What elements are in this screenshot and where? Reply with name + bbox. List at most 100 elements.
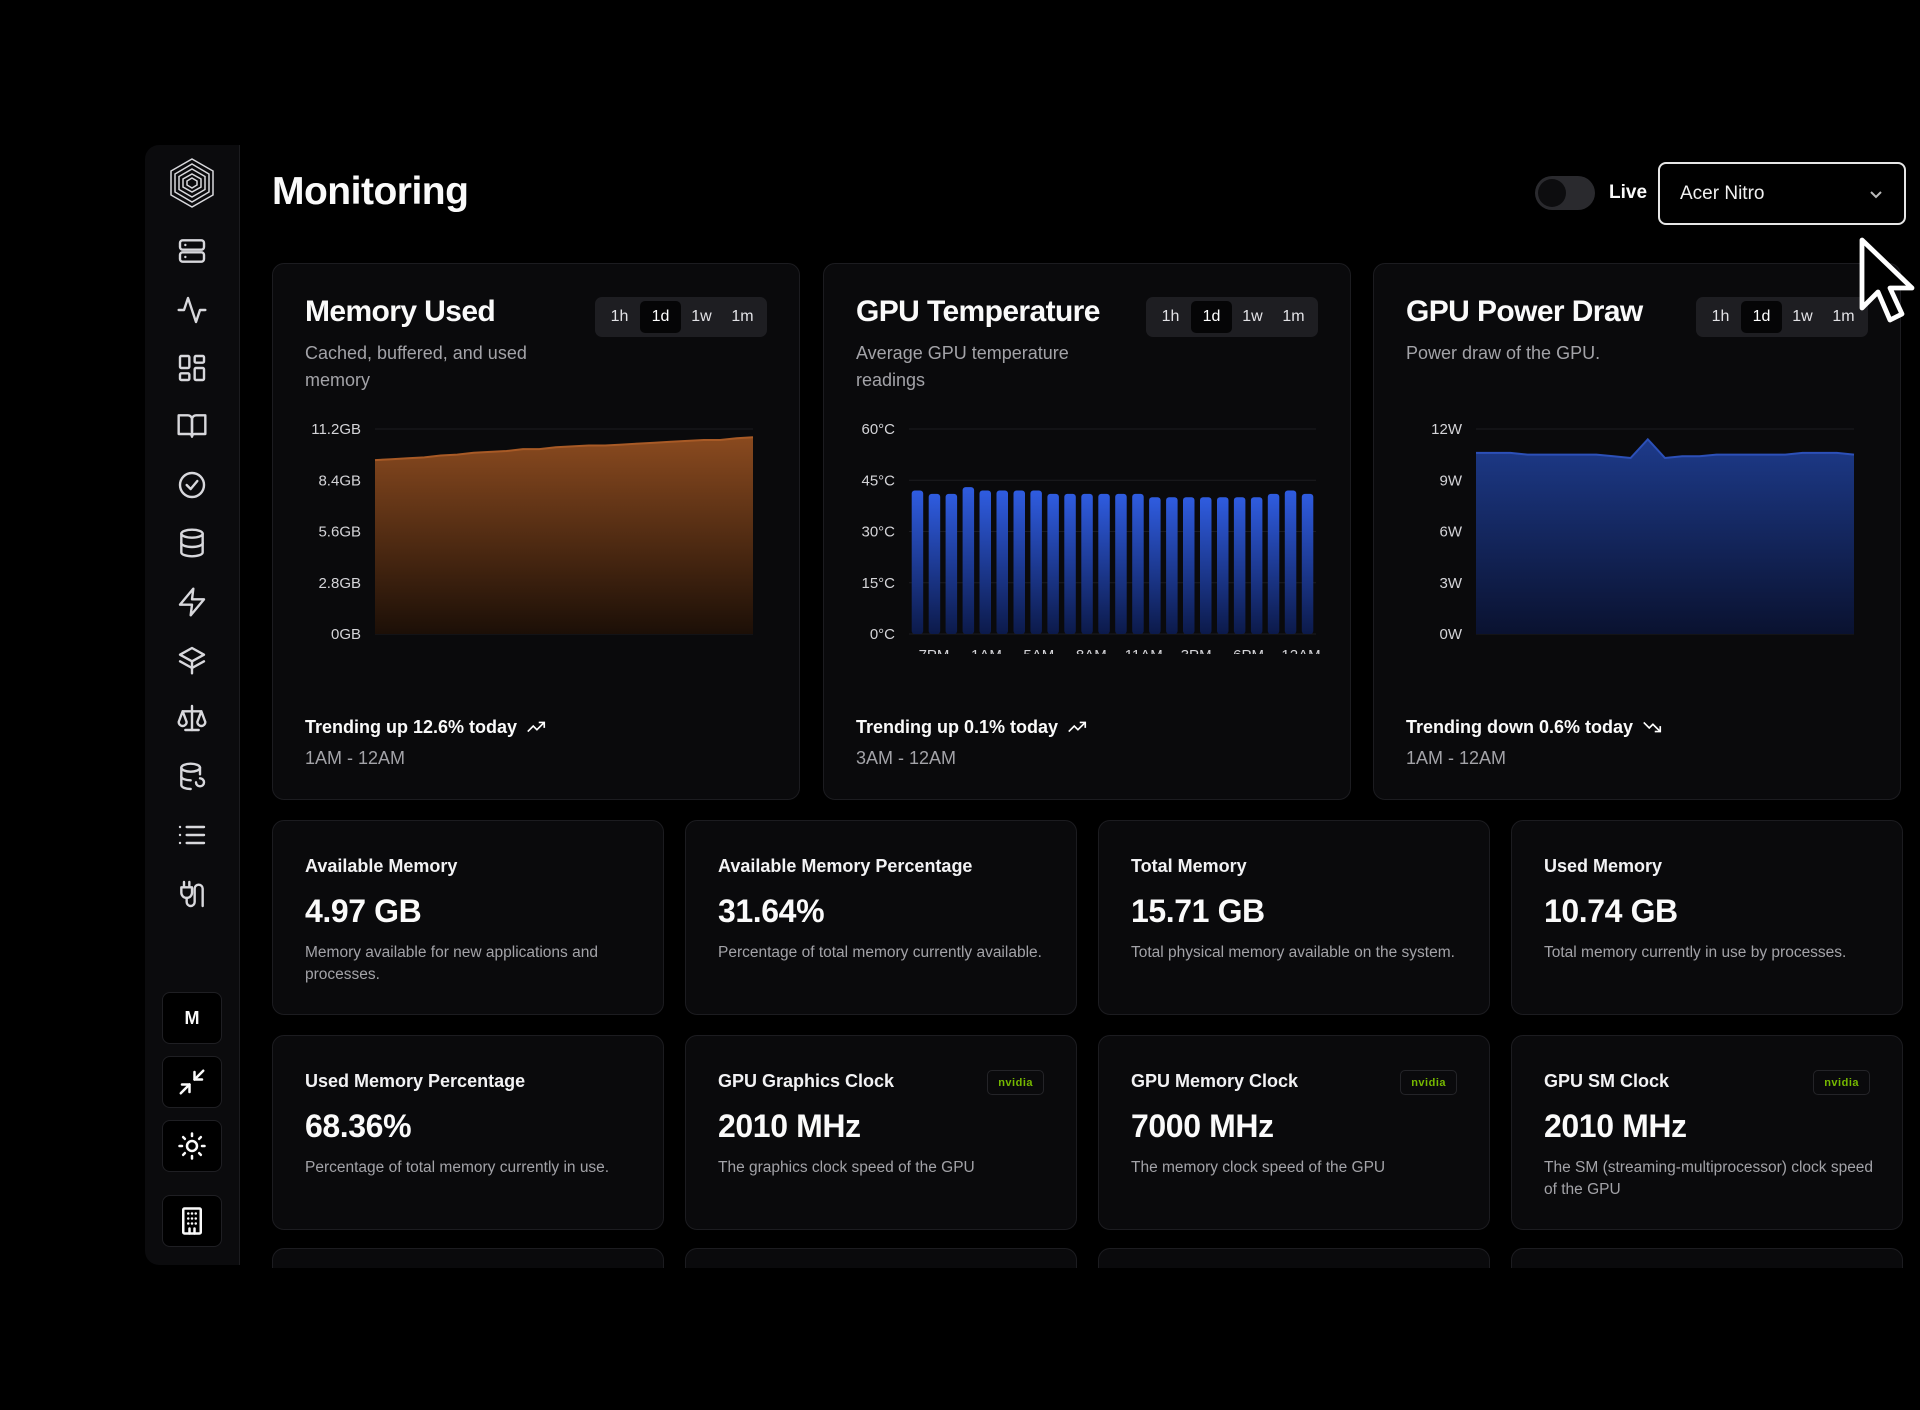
live-label: Live — [1609, 182, 1648, 203]
lightning-icon[interactable] — [172, 582, 212, 622]
stat-label: GPU Graphics Clock — [718, 1071, 895, 1091]
temperature-bar — [928, 493, 941, 634]
trending-down-icon — [1643, 721, 1662, 733]
stat-card: Total Memory 15.71 GB Total physical memor… — [1098, 820, 1490, 1015]
y-tick-label: 30°C — [861, 524, 895, 541]
range-tab-1d[interactable]: 1d — [1741, 301, 1782, 333]
stat-value: 68.36% — [305, 1108, 412, 1144]
app-logo-icon[interactable] — [164, 155, 220, 211]
book-open-icon[interactable] — [172, 406, 212, 446]
x-tick-label: 10AM — [496, 652, 535, 654]
minimize-icon[interactable] — [162, 1056, 222, 1108]
x-tick-label: 4AM — [398, 652, 429, 654]
range-tab-1w[interactable]: 1w — [1792, 308, 1813, 325]
stat-value: 4.97 GB — [305, 893, 422, 929]
stat-description: Total memory currently in use by process… — [1544, 944, 1847, 961]
trend-text: Trending up 0.1% today — [856, 716, 1059, 737]
nvidia-badge: nvidia — [1400, 1070, 1457, 1095]
x-tick-label: 7PM — [653, 652, 684, 654]
temperature-bar — [1064, 493, 1076, 634]
stat-description: The memory clock speed of the GPU — [1131, 1159, 1386, 1176]
temperature-bar — [1081, 493, 1093, 634]
temperature-bar — [1217, 497, 1229, 634]
stat-card: GPU Graphics Clock 2010 MHz The graphics c… — [685, 1035, 1077, 1230]
x-tick-label: 7PM — [919, 647, 950, 654]
y-tick-label: 2.8GB — [318, 575, 361, 592]
database-icon[interactable] — [172, 523, 212, 563]
y-tick-label: 3W — [1440, 575, 1463, 592]
mouse-cursor-icon — [1859, 237, 1915, 323]
x-tick-label: 10PM — [699, 652, 738, 654]
chart-subtitle: Average GPU temperature readings — [856, 343, 1069, 390]
x-tick-label: 9PM — [1779, 652, 1810, 654]
temperature-bar — [1149, 497, 1161, 634]
range-tab-1d[interactable]: 1d — [1191, 301, 1232, 333]
temperature-bar — [1132, 493, 1144, 634]
stat-description: Percentage of total memory currently in … — [305, 1159, 610, 1176]
check-circle-icon[interactable] — [172, 465, 212, 505]
user-avatar[interactable]: M — [162, 992, 222, 1044]
x-tick-label: 1AM — [1449, 652, 1480, 654]
time-range-text: 1AM - 12AM — [1406, 748, 1507, 768]
stat-card-partial — [1511, 1248, 1903, 1268]
area-series — [375, 437, 753, 634]
x-tick-label: 6AM — [1531, 652, 1562, 654]
temperature-bar — [1047, 493, 1059, 634]
live-toggle[interactable] — [1535, 176, 1595, 210]
range-tab-1m[interactable]: 1m — [731, 308, 754, 325]
dashboard-grid-icon[interactable] — [172, 348, 212, 388]
x-tick-label: 4PM — [602, 652, 633, 654]
device-select[interactable]: Acer Nitro — [1658, 162, 1906, 225]
y-tick-label: 60°C — [861, 421, 895, 438]
range-tab-1w[interactable]: 1w — [1242, 308, 1263, 325]
x-tick-label: 7AM — [449, 652, 480, 654]
stat-description: Percentage of total memory currently ava… — [718, 944, 1042, 961]
chart-card: GPU Power Draw Power draw of the GPU. 1h 1d… — [1373, 263, 1901, 800]
range-tab-1m[interactable]: 1m — [1282, 308, 1305, 325]
range-tab-1h[interactable]: 1h — [1711, 308, 1730, 325]
stat-label: Total Memory — [1131, 856, 1247, 876]
plug-icon[interactable] — [172, 874, 212, 914]
stat-label: GPU Memory Clock — [1131, 1071, 1299, 1091]
sun-icon[interactable] — [162, 1120, 222, 1172]
y-tick-label: 5.6GB — [318, 524, 361, 541]
stat-card: GPU Memory Clock 7000 MHz The memory clock… — [1098, 1035, 1490, 1230]
time-range-tabs: 1h 1d 1w 1m — [595, 297, 767, 337]
range-tab-1w[interactable]: 1w — [691, 308, 712, 325]
database-refresh-icon[interactable] — [172, 757, 212, 797]
chart-subtitle: Cached, buffered, and used memory — [305, 343, 527, 390]
range-tab-1d[interactable]: 1d — [640, 301, 681, 333]
activity-icon[interactable] — [172, 290, 212, 330]
scale-icon[interactable] — [172, 698, 212, 738]
temperature-bar — [1098, 493, 1110, 634]
temperature-bar — [1166, 497, 1178, 634]
range-tab-1m[interactable]: 1m — [1832, 308, 1855, 325]
stat-label: GPU SM Clock — [1544, 1071, 1670, 1091]
server-icon[interactable] — [172, 231, 212, 271]
layers-stack-icon[interactable] — [172, 640, 212, 680]
x-tick-label: 11AM — [1610, 652, 1648, 654]
live-control: Live — [1535, 176, 1647, 210]
y-tick-label: 0GB — [331, 626, 361, 643]
temperature-bar — [1115, 493, 1127, 634]
x-tick-label: 5AM — [1023, 647, 1054, 654]
range-tab-1h[interactable]: 1h — [610, 308, 629, 325]
temperature-bar — [1183, 497, 1195, 634]
trend-text: Trending up 12.6% today — [305, 716, 518, 737]
list-icon[interactable] — [172, 815, 212, 855]
y-tick-label: 11.2GB — [311, 421, 361, 438]
temperature-bar — [1250, 497, 1263, 634]
range-tab-1h[interactable]: 1h — [1161, 308, 1180, 325]
x-tick-label: 3PM — [1181, 647, 1212, 654]
building-icon[interactable] — [162, 1195, 222, 1247]
temperature-bar — [1200, 497, 1212, 634]
stat-card-partial — [1098, 1248, 1490, 1268]
temperature-bar — [962, 487, 975, 634]
stat-label: Available Memory — [305, 856, 458, 876]
temperature-bar — [1233, 497, 1246, 634]
x-tick-label: 1PM — [551, 652, 582, 654]
trend-indicator: Trending up 0.1% today — [856, 716, 1088, 738]
chart-title: GPU Power Draw — [1406, 295, 1643, 328]
y-tick-label: 6W — [1440, 524, 1463, 541]
area-line — [374, 436, 754, 462]
